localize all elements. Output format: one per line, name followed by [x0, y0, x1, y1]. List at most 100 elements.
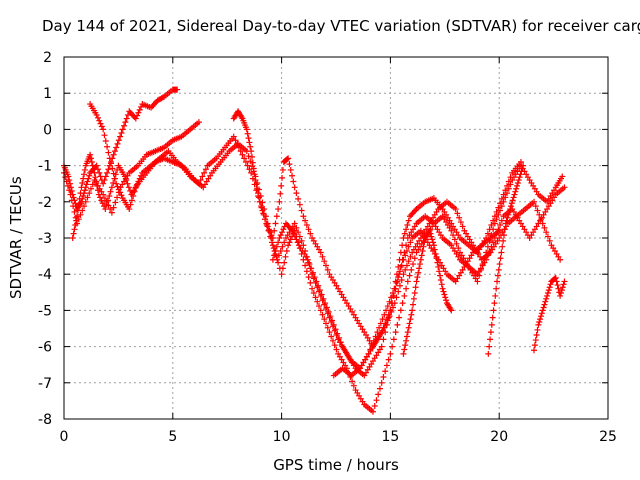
- data-points: [61, 86, 568, 415]
- data-point: [500, 232, 507, 239]
- data-point: [243, 126, 250, 133]
- data-point: [547, 281, 554, 288]
- data-point: [459, 223, 466, 230]
- data-point: [269, 235, 276, 241]
- data-point: [391, 285, 398, 292]
- y-tick-label: 2: [43, 50, 52, 66]
- series-track-7: [330, 198, 564, 379]
- data-point: [321, 316, 328, 323]
- data-point: [394, 321, 401, 328]
- data-point: [85, 175, 92, 182]
- grid: [64, 57, 608, 419]
- data-point: [100, 180, 107, 187]
- data-point: [287, 236, 294, 243]
- data-point: [540, 304, 547, 311]
- data-point: [533, 332, 540, 339]
- data-point: [260, 211, 267, 218]
- data-point: [531, 347, 538, 354]
- y-tick-label: -1: [38, 159, 52, 175]
- data-point: [305, 259, 312, 266]
- data-point: [66, 187, 73, 194]
- data-point: [399, 300, 406, 307]
- data-point: [378, 379, 385, 386]
- data-point: [131, 188, 138, 195]
- data-point: [404, 278, 411, 285]
- data-point: [426, 227, 433, 234]
- data-point: [539, 307, 546, 314]
- data-point: [544, 292, 551, 299]
- data-point: [381, 311, 388, 318]
- data-point: [322, 262, 329, 269]
- y-axis-label: SDTVAR / TECUs: [7, 176, 25, 299]
- data-point: [390, 336, 397, 343]
- data-point: [68, 187, 75, 194]
- data-point: [255, 194, 262, 201]
- data-point: [498, 249, 505, 256]
- data-point: [455, 245, 462, 252]
- data-point: [502, 187, 509, 194]
- data-point: [491, 213, 498, 220]
- series-track-8: [400, 227, 455, 357]
- data-point: [505, 211, 512, 218]
- data-point: [552, 274, 559, 281]
- data-point: [516, 174, 523, 181]
- data-point: [138, 172, 145, 179]
- data-point: [279, 265, 286, 272]
- data-point: [135, 109, 142, 116]
- data-point: [403, 248, 410, 255]
- data-point: [389, 343, 396, 350]
- data-point: [81, 166, 88, 173]
- data-point: [484, 230, 491, 237]
- data-point: [428, 233, 435, 240]
- data-point: [333, 346, 340, 353]
- data-point: [508, 200, 515, 207]
- x-tick-label: 20: [490, 429, 508, 445]
- data-point: [410, 301, 417, 308]
- data-point: [499, 243, 506, 250]
- data-point: [411, 255, 418, 262]
- data-point: [434, 259, 441, 266]
- x-tick-label: 0: [60, 429, 69, 445]
- data-point: [383, 307, 390, 314]
- data-point: [117, 133, 124, 140]
- data-point: [559, 284, 566, 291]
- data-point: [537, 313, 544, 320]
- data-point: [111, 148, 118, 155]
- data-point: [309, 285, 316, 292]
- data-point: [248, 148, 255, 155]
- y-tick-label: -5: [38, 303, 52, 319]
- data-point: [267, 229, 274, 236]
- data-point: [383, 362, 390, 369]
- data-point: [201, 169, 208, 176]
- y-tick-label: 1: [43, 86, 52, 102]
- data-point: [276, 235, 283, 241]
- data-point: [541, 224, 548, 231]
- data-point: [505, 178, 512, 185]
- data-point: [503, 217, 510, 224]
- data-point: [132, 184, 139, 191]
- data-point: [262, 216, 269, 223]
- data-point: [493, 208, 500, 215]
- data-point: [488, 221, 495, 228]
- data-point: [126, 206, 133, 213]
- data-point: [101, 177, 108, 184]
- data-point: [105, 166, 112, 173]
- data-point: [388, 294, 395, 301]
- data-point: [296, 201, 303, 208]
- data-point: [557, 290, 564, 297]
- data-point: [485, 350, 492, 357]
- data-point: [271, 227, 278, 234]
- data-point: [507, 174, 514, 181]
- data-point: [119, 126, 126, 133]
- data-point: [279, 243, 286, 250]
- data-point: [515, 177, 522, 184]
- data-point: [303, 221, 310, 228]
- data-point: [275, 239, 282, 246]
- data-point: [105, 149, 112, 156]
- data-point: [324, 324, 331, 331]
- data-point: [268, 232, 275, 239]
- data-point: [440, 288, 447, 295]
- data-point: [430, 239, 437, 246]
- data-point: [242, 158, 249, 165]
